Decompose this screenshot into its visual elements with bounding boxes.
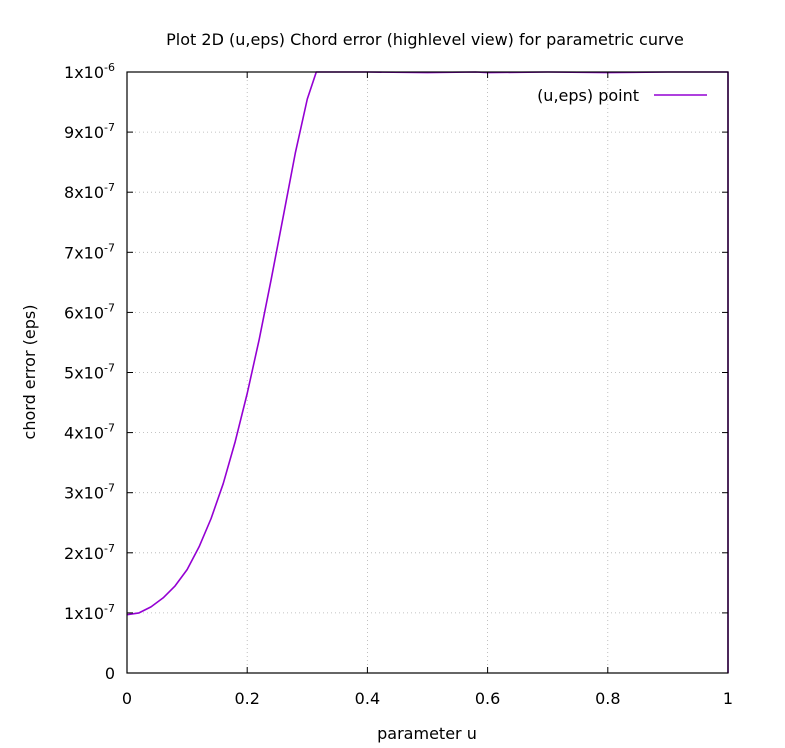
y-tick-label: 1x10-7 [64,602,115,623]
y-tick-label: 8x10-7 [64,181,115,202]
y-tick-label: 2x10-7 [64,542,115,563]
x-tick-label: 0.2 [234,689,259,708]
y-tick-label: 0 [105,664,115,683]
legend-label: (u,eps) point [537,86,639,105]
x-tick-label: 1 [723,689,733,708]
y-tick-label: 6x10-7 [64,301,115,322]
x-axis-label: parameter u [377,724,477,743]
y-tick-label: 7x10-7 [64,241,115,262]
y-tick-label: 4x10-7 [64,422,115,443]
y-tick-label: 9x10-7 [64,121,115,142]
y-axis-label: chord error (eps) [20,305,39,440]
x-tick-label: 0.8 [595,689,620,708]
legend: (u,eps) point [537,86,707,105]
x-tick-label: 0.6 [475,689,500,708]
y-tick-label: 5x10-7 [64,362,115,383]
y-tick-label: 3x10-7 [64,482,115,503]
x-tick-label: 0.4 [355,689,380,708]
ticks: 0 0.2 0.4 0.6 0.8 1 0 1x10-7 2x10-7 3x10-7 4x10-7 5… [64,61,733,708]
grid [127,72,728,673]
x-tick-label: 0 [122,689,132,708]
chart-title: Plot 2D (u,eps) Chord error (highlevel v… [166,30,684,49]
y-tick-label: 1x10-6 [64,61,115,82]
